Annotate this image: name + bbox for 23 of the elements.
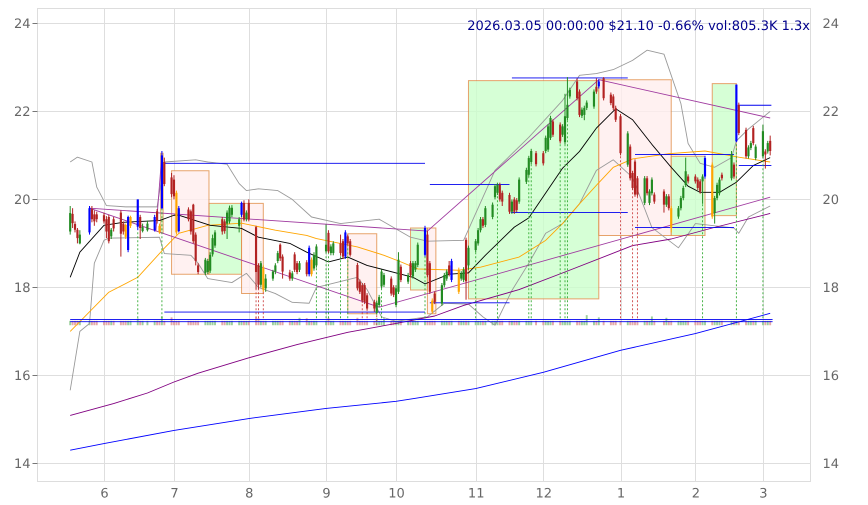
x-tick-label: 10 — [388, 486, 405, 502]
y-tick-label: 16 — [14, 368, 30, 384]
y2-tick-label: 14 — [822, 456, 840, 472]
x-tick-label: 7 — [170, 486, 179, 502]
y-tick-label: 14 — [14, 456, 30, 472]
x-tick-label: 12 — [536, 486, 552, 502]
text: 2026.03.05 00:00:00 $21.10 -0.66% vol:805.3K 1.3x — [467, 19, 810, 34]
x-tick-label: 8 — [245, 486, 254, 502]
y-tick-label: 20 — [14, 192, 30, 208]
y2-tick-label: 18 — [822, 280, 840, 296]
y2-tick-label: 16 — [822, 368, 840, 384]
x-tick-label: 6 — [100, 486, 109, 502]
x-tick-label: 2 — [692, 486, 700, 502]
y2-tick-label: 24 — [822, 16, 840, 32]
y2-tick-label: 22 — [822, 104, 840, 120]
x-tick-label: 11 — [468, 486, 484, 502]
y-tick-label: 22 — [14, 104, 30, 120]
y2-tick-label: 20 — [822, 192, 840, 208]
x-tick-label: 1 — [616, 486, 626, 502]
x-tick-label: 9 — [322, 486, 331, 502]
x-tick-label: 3 — [759, 486, 768, 502]
y-tick-label: 18 — [14, 280, 30, 296]
y-tick-label: 24 — [14, 16, 30, 32]
